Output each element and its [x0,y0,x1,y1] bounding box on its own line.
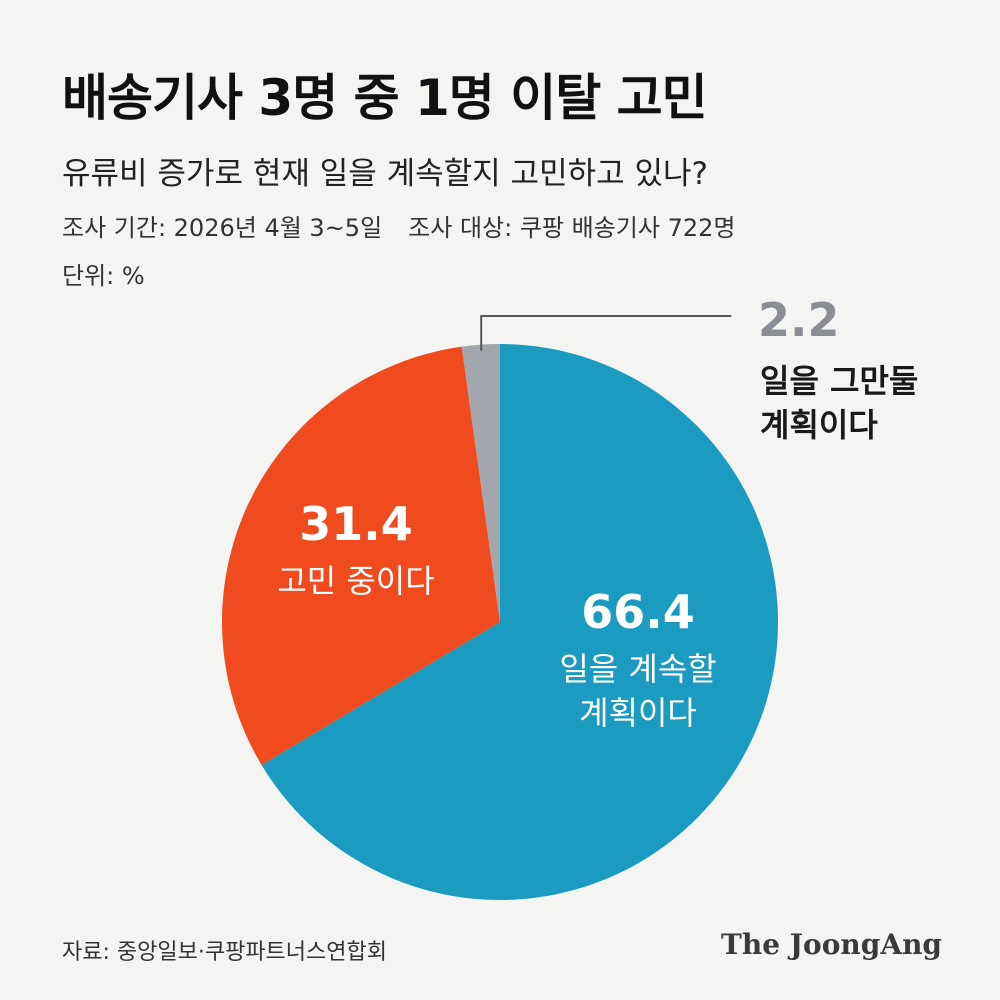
category-label-considering: 고민 중이다 [277,562,434,600]
slice-considering [221,346,500,766]
slice-continue [261,344,779,900]
category-label-continue: 계획이다 [579,694,697,732]
unit-label: 단위: % [62,262,145,290]
value-label-considering: 31.4 [299,497,413,551]
survey-info: 조사 기간: 2026년 4월 3~5일 조사 대상: 쿠팡 배송기사 722명 [62,208,735,243]
survey-period: 조사 기간: 2026년 4월 3~5일 [62,214,383,242]
chart-title: 배송기사 3명 중 1명 이탈 고민 [62,69,708,127]
value-label-continue: 66.4 [581,585,695,639]
source-note: 자료: 중앙일보·쿠팡파트너스연합회 [62,940,387,965]
value-label-quit: 2.2 [758,293,840,347]
publisher-logo: The JoongAng [721,928,942,961]
slice-quit [461,344,500,622]
callout-leader-line [480,315,732,351]
category-label-quit: 계획이다 [760,406,878,444]
chart-subtitle: 유류비 증가로 현재 일을 계속할지 고민하고 있나? [62,156,708,192]
category-label-continue: 일을 계속할 [559,650,716,688]
category-label-quit: 일을 그만둘 [760,362,918,400]
survey-target: 조사 대상: 쿠팡 배송기사 722명 [408,214,736,242]
